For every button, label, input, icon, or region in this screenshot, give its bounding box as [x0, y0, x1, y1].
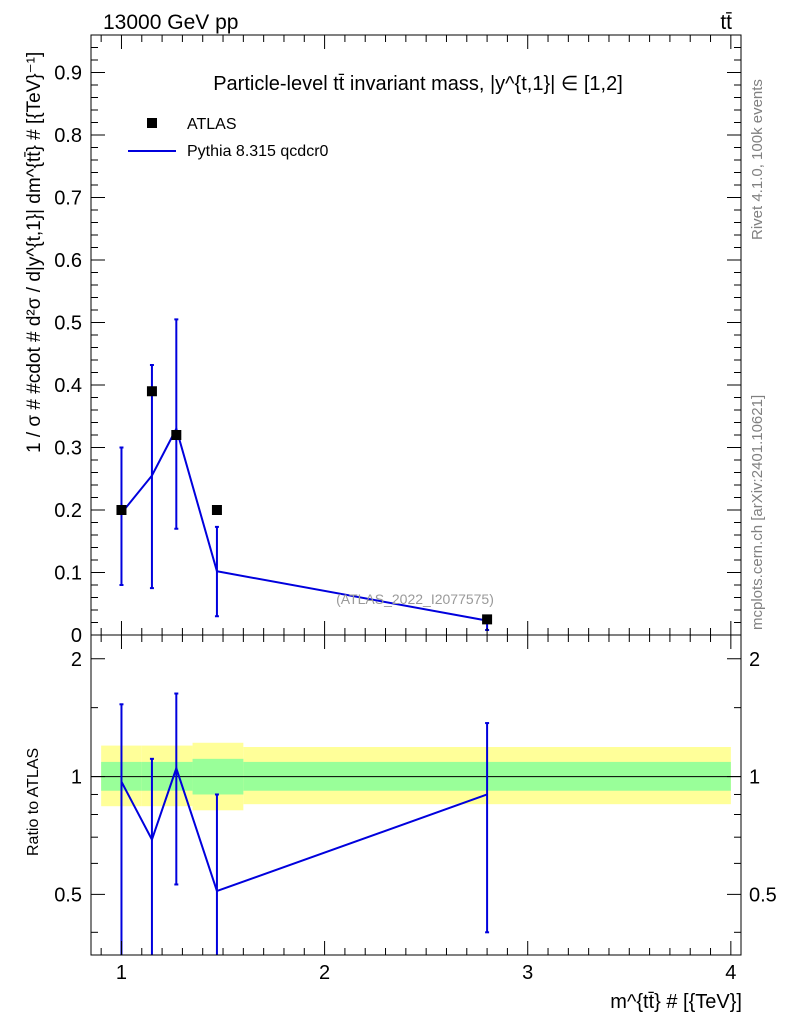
ratio-y-tick-label-right: 0.5: [749, 884, 777, 906]
main-y-tick-label: 0: [71, 625, 82, 647]
ratio-y-tick-label: 0.5: [54, 884, 82, 906]
main-y-tick-label: 0.8: [54, 125, 82, 147]
ratio-plot-frame: [90, 634, 742, 956]
main-plot-title: Particle-level tt̄ invariant mass, |y^{t…: [213, 73, 623, 95]
ratio-y-tick-label: 2: [71, 649, 82, 671]
ratio-plot-area: [91, 692, 741, 955]
x-tick-label: 3: [522, 962, 533, 984]
rivet-side-label: Rivet 4.1.0, 100k events: [749, 79, 766, 240]
header-energy-label: 13000 GeV pp: [103, 11, 238, 34]
x-tick-label: 4: [725, 962, 736, 984]
header-process-label: tt̄: [720, 11, 732, 34]
main-y-tick-label: 0.5: [54, 313, 82, 335]
atlas-data-point: [211, 505, 222, 515]
ratio-series-line: [120, 765, 488, 893]
ratio-plot-ticks: 0.5 0.5 1 1 2 2 1 2 3 4: [54, 635, 777, 984]
atlas-data-point: [116, 505, 127, 515]
legend-atlas-marker: [147, 118, 157, 128]
ratio-y-tick-label: 1: [71, 767, 82, 789]
main-plot-ticks: 0 0.1 0.2 0.3 0.4 0.5 0.6 0.7 0.8 0.9: [54, 35, 741, 647]
watermark-label: (ATLAS_2022_I2077575): [336, 591, 494, 607]
x-tick-label: 2: [319, 962, 330, 984]
legend-mc-label: Pythia 8.315 qcdcr0: [187, 143, 329, 160]
ratio-plot-panel: 0.5 0.5 1 1 2 2 1 2 3 4 Ratio to ATLAS m^{tt̄} # …: [25, 634, 777, 1013]
main-plot-area: [116, 318, 493, 631]
main-y-tick-label: 0.1: [54, 563, 82, 585]
ratio-y-tick-label-right: 1: [749, 767, 760, 789]
main-y-tick-label: 0.7: [54, 188, 82, 210]
main-plot-panel: 0 0.1 0.2 0.3 0.4 0.5 0.6 0.7 0.8 0.9 Particle-le…: [24, 34, 742, 647]
main-y-tick-label: 0.2: [54, 500, 82, 522]
mc-series-line: [120, 426, 488, 622]
main-y-tick-label: 0.6: [54, 250, 82, 272]
mcplots-side-label: mcplots.cern.ch [arXiv:2401.10621]: [749, 395, 766, 630]
atlas-data-point: [146, 386, 157, 397]
main-y-tick-label: 0.4: [54, 375, 82, 397]
main-y-tick-label: 0.3: [54, 438, 82, 460]
x-tick-label: 1: [116, 962, 127, 984]
legend: ATLAS Pythia 8.315 qcdcr0: [128, 116, 329, 160]
main-y-axis-label: 1 / σ # #cdot # d²σ / d|y^{t,1}| dm^{tt̄…: [24, 52, 45, 453]
x-axis-label: m^{tt̄} # [{TeV}]: [610, 991, 742, 1013]
atlas-data-point: [171, 430, 182, 440]
legend-atlas-label: ATLAS: [187, 116, 237, 133]
main-y-tick-label: 0.9: [54, 63, 82, 85]
ratio-y-axis-label: Ratio to ATLAS: [25, 748, 42, 856]
ratio-y-tick-label-right: 2: [749, 649, 760, 671]
atlas-data-point: [482, 614, 493, 625]
